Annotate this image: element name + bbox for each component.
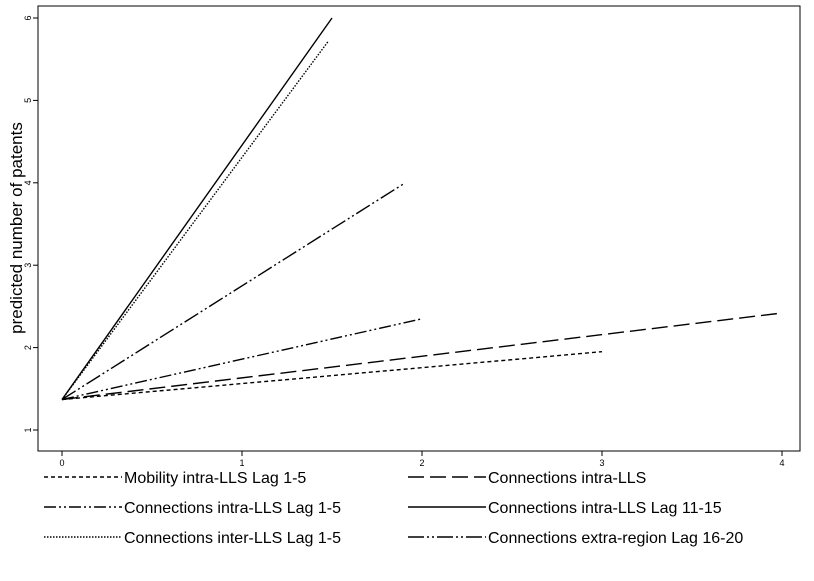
- legend-label-2: Connections intra-LLS: [488, 470, 646, 487]
- series-line-6: [61, 183, 405, 401]
- series-line-4: [61, 17, 333, 400]
- x-tick-label-1: 1: [239, 458, 244, 468]
- y-tick-label-1: 1: [23, 427, 33, 432]
- x-tick-label-0: 0: [59, 458, 64, 468]
- y-tick-label-3: 3: [23, 263, 33, 268]
- plot-frame: [37, 5, 801, 452]
- y-tick-label-2: 2: [23, 345, 33, 350]
- legend-label-1: Mobility intra-LLS Lag 1-5: [124, 470, 306, 487]
- series-line-1: [61, 351, 603, 401]
- y-tick-label-5: 5: [23, 98, 33, 103]
- y-axis-label: predicted number of patents: [7, 122, 26, 334]
- y-tick-label-6: 6: [23, 15, 33, 20]
- x-tick-label-3: 3: [599, 458, 604, 468]
- legend-label-5: Connections inter-LLS Lag 1-5: [124, 530, 341, 547]
- series-line-2: [61, 312, 783, 401]
- y-tick-label-4: 4: [23, 180, 33, 185]
- x-tick-label-4: 4: [779, 458, 784, 468]
- legend-label-6: Connections extra-region Lag 16-20: [488, 530, 743, 547]
- legend-label-3: Connections intra-LLS Lag 1-5: [124, 500, 341, 517]
- x-tick-label-2: 2: [419, 458, 424, 468]
- series-line-5: [61, 40, 329, 400]
- legend-label-4: Connections intra-LLS Lag 11-15: [488, 500, 722, 517]
- series-line-3: [61, 318, 423, 401]
